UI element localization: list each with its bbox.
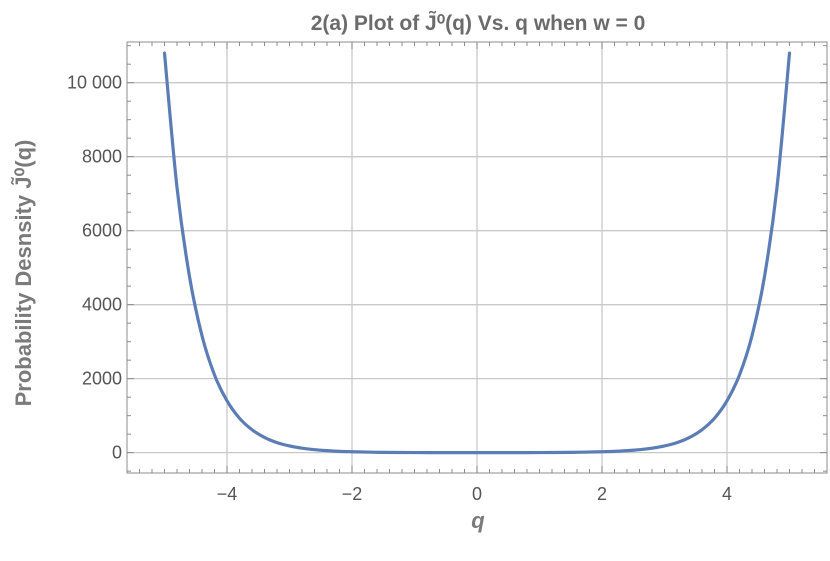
y-tick-label: 0	[112, 443, 122, 463]
x-tick-label: −2	[342, 484, 363, 504]
chart-title: 2(a) Plot of J̃⁰(q) Vs. q when w = 0	[311, 11, 646, 35]
y-tick-label: 2000	[82, 369, 122, 389]
series-line	[162, 51, 792, 455]
y-tick-label: 10 000	[67, 73, 122, 93]
series-layer	[162, 51, 792, 455]
y-tick-label: 6000	[82, 221, 122, 241]
x-axis-label: q	[471, 508, 485, 533]
y-tick-label: 4000	[82, 295, 122, 315]
axis-ticks	[126, 42, 828, 473]
x-tick-label: −4	[217, 484, 238, 504]
x-tick-label: 0	[472, 484, 482, 504]
y-axis-label: Probability Desnsity J̃⁰(q)	[11, 140, 36, 407]
x-tick-label: 2	[597, 484, 607, 504]
x-tick-label: 4	[722, 484, 732, 504]
y-tick-label: 8000	[82, 147, 122, 167]
tick-labels: −4 −2 0 2 4 0 2000 4000 6000 8000 10 000	[67, 73, 732, 504]
